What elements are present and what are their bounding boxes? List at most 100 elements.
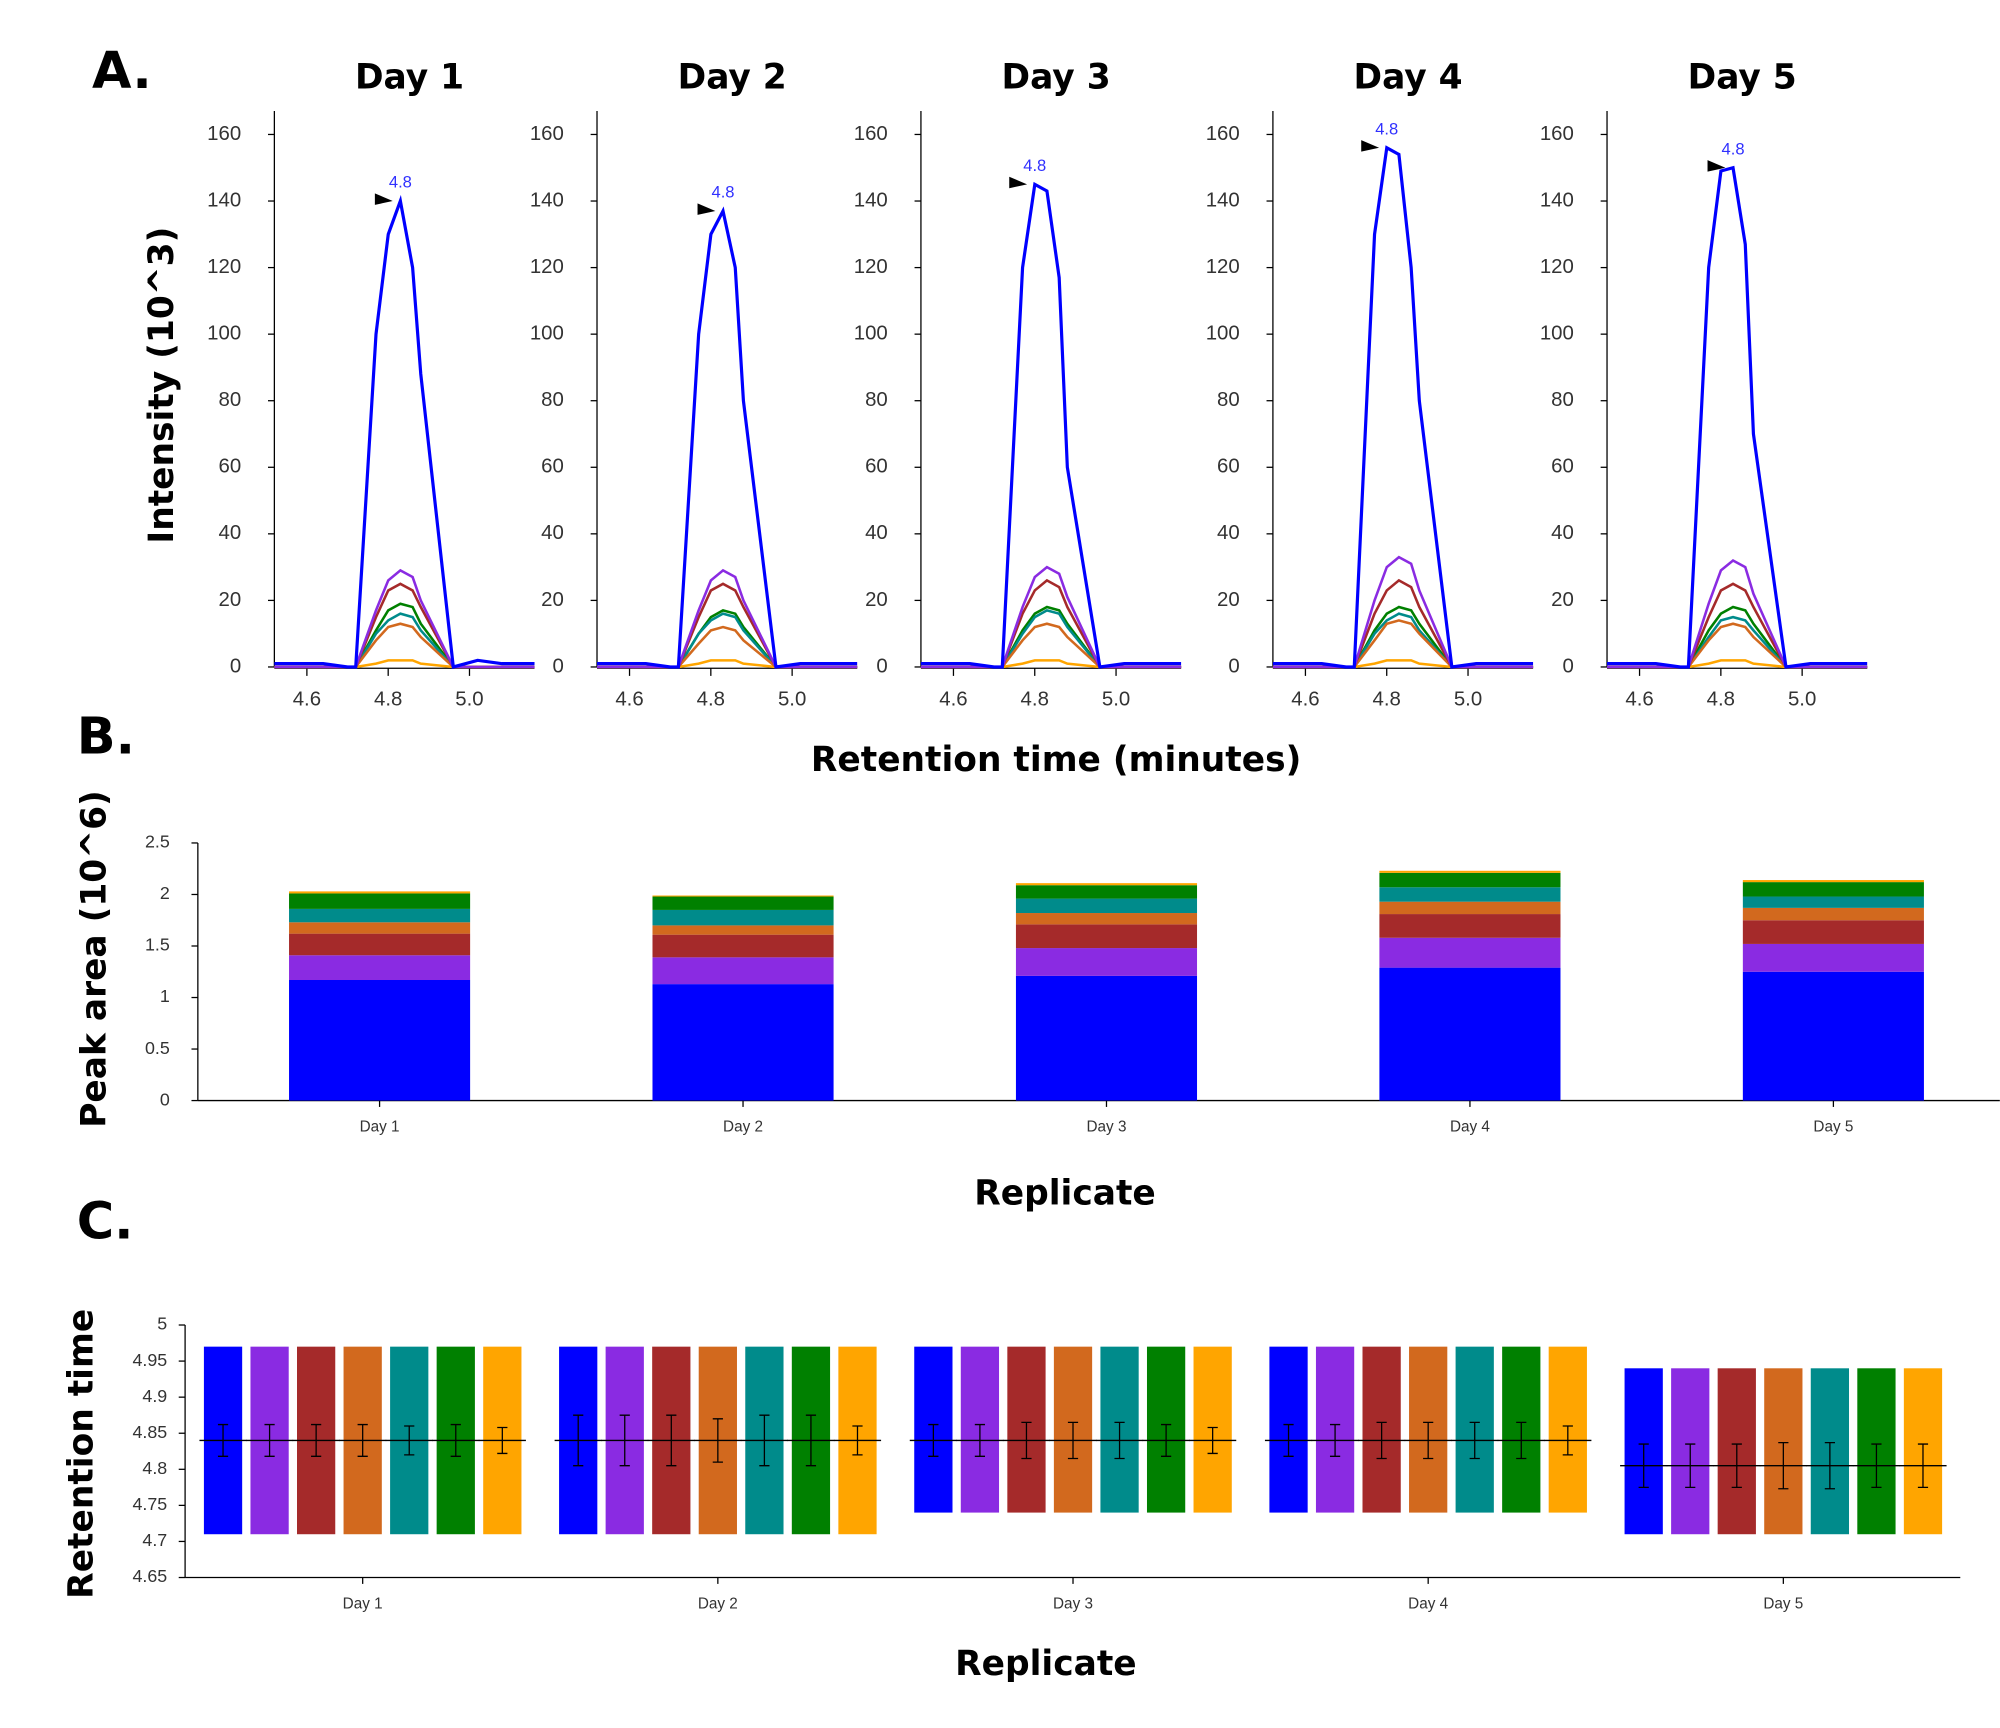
error-bar bbox=[450, 1423, 461, 1457]
bar-segment bbox=[1379, 872, 1561, 888]
x-tick-label: 4.6 bbox=[1625, 689, 1653, 711]
x-tick-label: 4.6 bbox=[939, 689, 967, 711]
y-tick-label: 40 bbox=[541, 522, 564, 544]
y-tick-label: 20 bbox=[1551, 589, 1574, 611]
error-bar bbox=[1871, 1443, 1882, 1488]
chromatogram-line bbox=[1272, 578, 1534, 669]
y-tick-label: 0 bbox=[1563, 655, 1574, 677]
x-tick-label: Day 2 bbox=[723, 1118, 763, 1135]
peak-label: 4.8 bbox=[1375, 119, 1398, 138]
error-bar bbox=[805, 1414, 817, 1467]
chromatogram-line bbox=[1607, 605, 1868, 669]
chromatogram-line bbox=[274, 602, 535, 669]
error-bar bbox=[1917, 1443, 1929, 1488]
bar-segment bbox=[1015, 898, 1198, 914]
y-tick-label: 20 bbox=[541, 589, 564, 611]
y-tick-label: 4.95 bbox=[133, 1350, 168, 1370]
error-bar bbox=[573, 1414, 584, 1467]
y-tick-label: 160 bbox=[1540, 123, 1574, 145]
y-tick-label: 60 bbox=[219, 456, 242, 478]
y-tick-label: 4.9 bbox=[142, 1386, 167, 1406]
chromatogram-line bbox=[597, 608, 858, 669]
chart-title: Day 2 bbox=[678, 58, 787, 98]
y-tick-label: 120 bbox=[530, 256, 564, 278]
bar-segment bbox=[1015, 948, 1198, 976]
bar-segment bbox=[1015, 924, 1198, 949]
error-bar bbox=[1161, 1423, 1172, 1457]
chromatogram-line bbox=[1607, 558, 1868, 669]
bar-segment bbox=[1742, 907, 1924, 921]
x-axis-label: Replicate bbox=[974, 1173, 1156, 1213]
panel-label: A. bbox=[92, 42, 152, 101]
peak-label: 4.8 bbox=[1722, 139, 1745, 158]
y-tick-label: 80 bbox=[219, 389, 242, 411]
y-axis-label: Intensity (10^3) bbox=[142, 227, 182, 544]
chromatogram-line bbox=[920, 181, 1182, 669]
error-bar bbox=[1067, 1421, 1079, 1460]
y-tick-label: 160 bbox=[530, 123, 564, 145]
error-bar bbox=[1731, 1443, 1742, 1488]
y-tick-label: 4.75 bbox=[133, 1494, 168, 1514]
y-tick-label: 80 bbox=[1217, 389, 1240, 411]
bar-segment bbox=[652, 896, 834, 910]
chromatogram-line bbox=[1607, 165, 1868, 669]
y-tick-label: 100 bbox=[854, 323, 888, 345]
y-tick-label: 160 bbox=[207, 123, 241, 145]
y-tick-label: 140 bbox=[530, 189, 564, 211]
y-tick-label: 80 bbox=[1551, 389, 1574, 411]
error-bar bbox=[1778, 1441, 1789, 1490]
x-tick-label: 5.0 bbox=[1788, 689, 1816, 711]
peak-marker bbox=[1707, 160, 1726, 172]
bar-segment bbox=[1742, 896, 1924, 908]
y-tick-label: 60 bbox=[541, 456, 564, 478]
y-tick-label: 20 bbox=[219, 589, 242, 611]
peak-marker bbox=[1361, 140, 1380, 152]
error-bar bbox=[357, 1423, 368, 1457]
y-tick-label: 120 bbox=[854, 256, 888, 278]
x-tick-label: 4.8 bbox=[1373, 689, 1401, 711]
x-tick-label: 4.8 bbox=[697, 689, 725, 711]
chromatogram-line bbox=[597, 582, 858, 669]
error-bar bbox=[1516, 1421, 1527, 1460]
bar-segment bbox=[1742, 971, 1924, 1101]
x-tick-label: Day 4 bbox=[1408, 1595, 1448, 1612]
panel-label: C. bbox=[77, 1192, 134, 1251]
y-tick-label: 100 bbox=[1540, 323, 1574, 345]
error-bar bbox=[264, 1423, 275, 1457]
bar-segment bbox=[652, 957, 834, 985]
y-tick-label: 140 bbox=[1206, 189, 1240, 211]
y-tick-label: 60 bbox=[1551, 456, 1574, 478]
bar-segment bbox=[289, 922, 471, 934]
y-tick-label: 100 bbox=[530, 323, 564, 345]
bar-segment bbox=[289, 933, 471, 956]
peak-label: 4.8 bbox=[389, 173, 412, 192]
error-bar bbox=[1824, 1441, 1835, 1490]
x-tick-label: Day 1 bbox=[360, 1118, 400, 1135]
y-tick-label: 2.5 bbox=[145, 832, 170, 852]
x-tick-label: 5.0 bbox=[1102, 689, 1130, 711]
error-bar bbox=[974, 1423, 986, 1457]
y-tick-label: 0.5 bbox=[145, 1038, 170, 1058]
y-tick-label: 140 bbox=[1540, 189, 1574, 211]
error-bar bbox=[1376, 1421, 1387, 1460]
bar-segment bbox=[1742, 943, 1924, 972]
error-bar bbox=[1021, 1421, 1032, 1460]
y-tick-label: 1 bbox=[160, 986, 170, 1006]
y-tick-label: 40 bbox=[219, 522, 242, 544]
bar-segment bbox=[289, 893, 471, 909]
x-tick-label: Day 2 bbox=[698, 1595, 738, 1612]
bar-segment bbox=[289, 908, 471, 923]
bar-segment bbox=[652, 934, 834, 958]
chromatogram-line bbox=[920, 565, 1182, 669]
peak-label: 4.8 bbox=[712, 183, 735, 202]
x-tick-label: Day 5 bbox=[1763, 1595, 1803, 1612]
bar-segment bbox=[1742, 882, 1924, 897]
chart-title: Day 3 bbox=[1002, 58, 1111, 98]
error-bar bbox=[852, 1425, 863, 1456]
y-tick-label: 4.8 bbox=[142, 1458, 167, 1478]
chart-title: Day 4 bbox=[1354, 58, 1463, 98]
chromatogram-line bbox=[1272, 555, 1534, 669]
error-bar bbox=[759, 1414, 770, 1467]
